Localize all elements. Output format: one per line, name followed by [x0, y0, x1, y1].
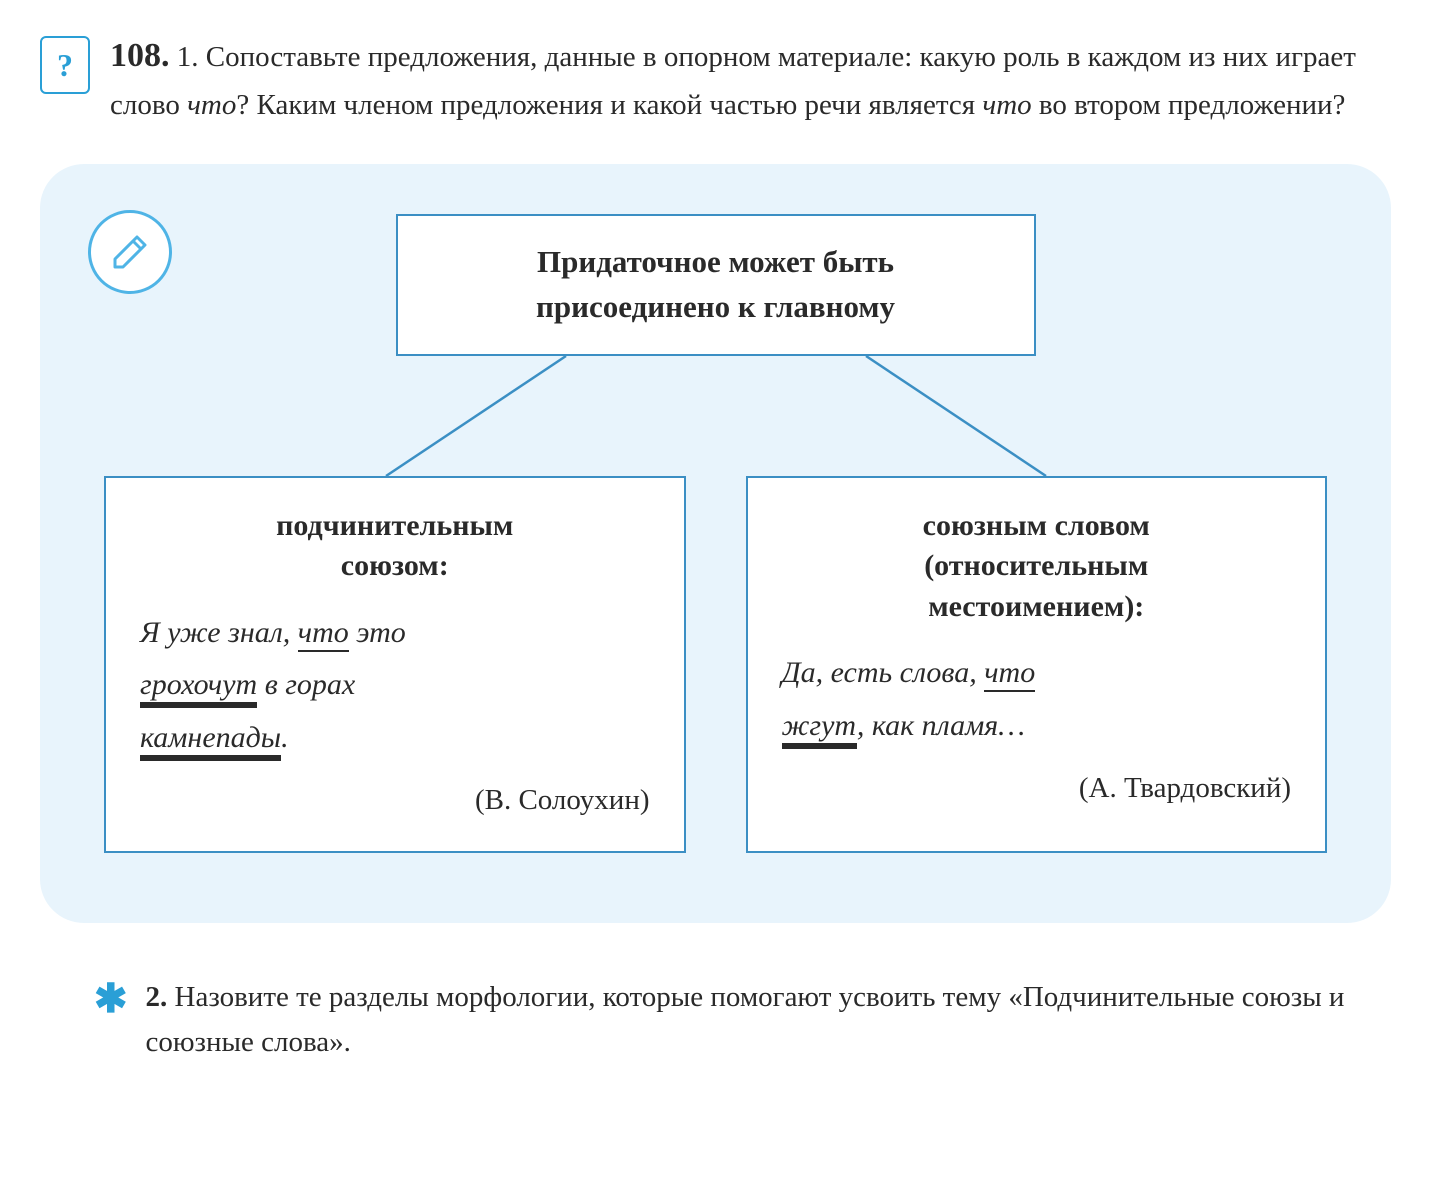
- left-ex-suffix: .: [281, 721, 289, 754]
- pencil-icon: [88, 210, 172, 294]
- task-number: 108.: [110, 37, 170, 74]
- left-ex-double2: камнепады: [140, 721, 281, 757]
- left-author: (В. Солоухин): [140, 778, 650, 823]
- sub-number: 1.: [177, 41, 199, 73]
- diagram-panel: Придаточное может быть присоединено к гл…: [40, 164, 1391, 923]
- left-ex-double1: грохочут: [140, 668, 257, 704]
- right-ex-suffix: , как пламя…: [857, 709, 1025, 742]
- right-ex-prefix: Да, есть слова,: [782, 656, 985, 689]
- italic-word-1: что: [187, 89, 236, 121]
- top-box: Придаточное может быть присоединено к гл…: [396, 214, 1036, 356]
- left-ex-prefix: Я уже знал,: [140, 616, 298, 649]
- pencil-svg: [105, 227, 155, 277]
- right-title-l2: (относительным: [782, 546, 1292, 587]
- left-ex-mid: это: [349, 616, 406, 649]
- left-example: Я уже знал, что это грохочут в горах кам…: [140, 607, 650, 765]
- footer-body: Назовите те разделы морфологии, которые …: [146, 981, 1345, 1058]
- footer-number: 2.: [146, 981, 168, 1013]
- top-box-line2: присоединено к главному: [430, 285, 1002, 330]
- left-title-l2: союзом:: [140, 546, 650, 587]
- footer-block: ✱ 2. Назовите те разделы морфологии, кот…: [40, 975, 1391, 1065]
- asterisk-icon: ✱: [94, 979, 128, 1019]
- left-title: подчинительным союзом:: [140, 506, 650, 587]
- right-author: (А. Твардовский): [782, 766, 1292, 811]
- right-title-l3: местоимением):: [782, 587, 1292, 628]
- right-ex-double: жгут: [782, 709, 857, 745]
- left-ex-single: что: [298, 616, 349, 652]
- left-ex-mid2: в горах: [257, 668, 355, 701]
- exercise-header: ? 108. 1. Сопоставьте предложения, данны…: [40, 30, 1391, 128]
- left-box: подчинительным союзом: Я уже знал, что э…: [104, 476, 686, 853]
- right-example: Да, есть слова, что жгут, как пламя…: [782, 647, 1292, 752]
- prompt-part2: ? Каким членом предложения и какой часть…: [236, 89, 982, 121]
- footer-text: 2. Назовите те разделы морфологии, котор…: [146, 975, 1391, 1065]
- header-text: 108. 1. Сопоставьте предложения, данные …: [110, 30, 1391, 128]
- top-box-line1: Придаточное может быть: [430, 240, 1002, 285]
- prompt-part3: во втором предложении?: [1032, 89, 1346, 121]
- left-title-l1: подчинительным: [140, 506, 650, 547]
- question-mark: ?: [57, 47, 73, 84]
- right-ex-single: что: [984, 656, 1035, 692]
- question-icon: ?: [40, 36, 90, 94]
- right-box: союзным словом (относительным местоимени…: [746, 476, 1328, 853]
- italic-word-2: что: [982, 89, 1031, 121]
- right-title: союзным словом (относительным местоимени…: [782, 506, 1292, 628]
- connector-lines: [126, 356, 1306, 476]
- right-title-l1: союзным словом: [782, 506, 1292, 547]
- bottom-row: подчинительным союзом: Я уже знал, что э…: [96, 476, 1335, 853]
